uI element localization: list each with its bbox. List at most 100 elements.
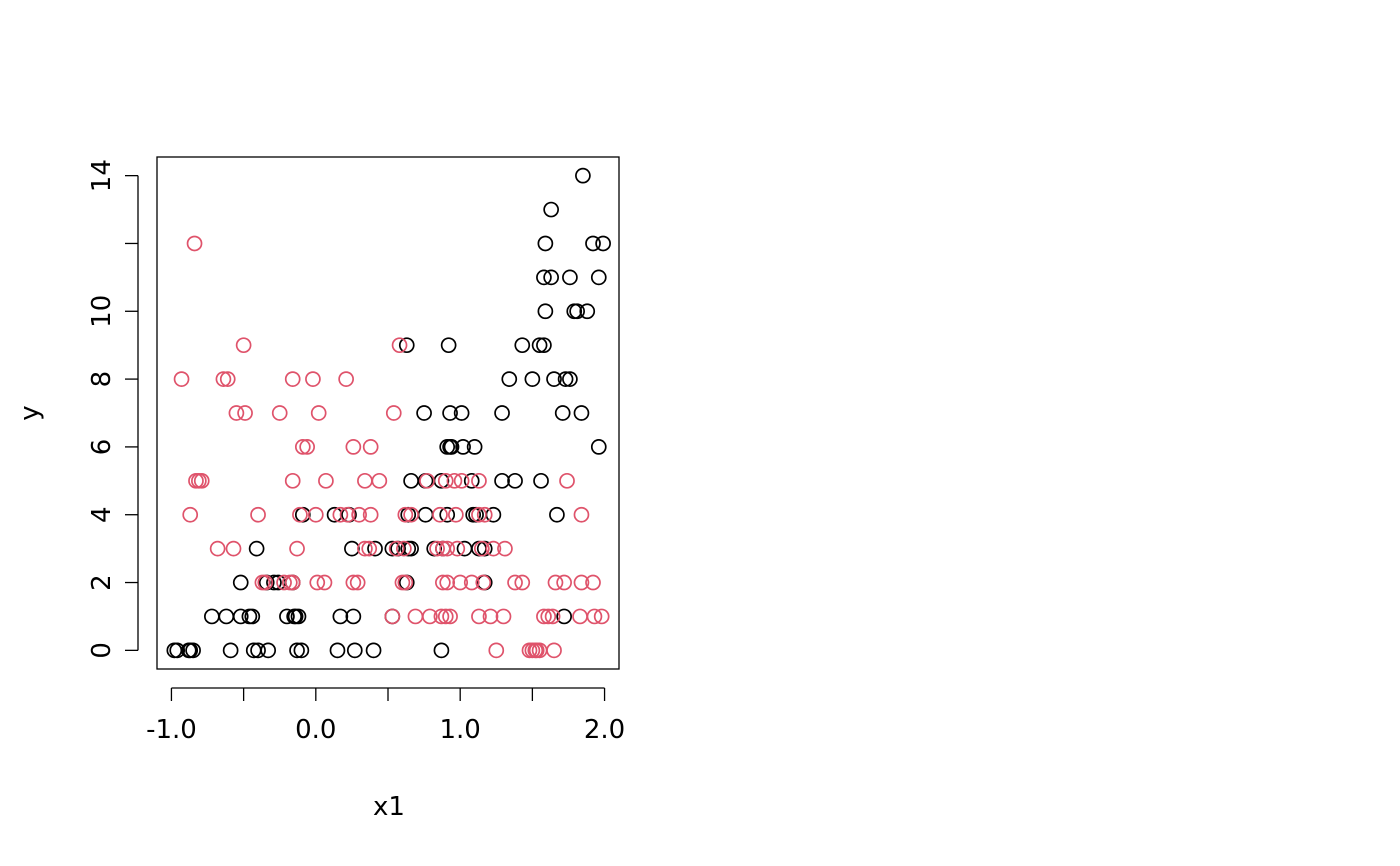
data-point-s0-89 [222, 642, 239, 659]
data-point-s1-49 [357, 540, 373, 557]
data-point-s0-1 [543, 201, 559, 218]
data-point-s0-75 [244, 608, 261, 625]
data-point-s1-38 [362, 506, 379, 523]
data-point-s0-18 [501, 371, 518, 387]
y-tick-label-5: 10 [87, 295, 117, 328]
data-point-s1-89 [482, 608, 499, 625]
x-tick-label-1: 0.0 [295, 715, 336, 745]
data-point-s1-50 [361, 540, 378, 557]
data-point-s1-70 [397, 574, 414, 591]
data-point-s1-52 [396, 540, 412, 557]
data-point-s0-14 [440, 337, 457, 354]
data-point-s0-23 [416, 405, 432, 421]
data-point-s1-7 [305, 371, 321, 387]
data-point-s0-5 [536, 269, 552, 286]
data-point-s1-27 [446, 472, 463, 489]
data-point-s0-72 [218, 608, 235, 625]
data-point-s0-93 [289, 642, 305, 659]
data-point-s1-17 [362, 439, 379, 455]
data-point-s0-33 [466, 439, 483, 455]
data-point-s0-40 [507, 472, 523, 489]
y-axis-label: y [15, 405, 45, 420]
data-point-s1-24 [371, 472, 388, 489]
data-point-s1-42 [448, 506, 464, 523]
data-point-s0-83 [556, 608, 572, 625]
data-point-s0-12 [579, 303, 596, 320]
data-point-s0-15 [514, 337, 531, 354]
data-point-s1-0 [186, 235, 203, 252]
data-point-s1-92 [540, 608, 557, 625]
data-point-s1-71 [435, 574, 451, 591]
data-point-s1-82 [384, 608, 401, 625]
data-point-s0-16 [531, 337, 548, 354]
data-point-s0-64 [232, 574, 249, 591]
data-point-s0-54 [367, 540, 383, 557]
data-point-s1-13 [385, 405, 402, 421]
data-point-s1-56 [449, 540, 466, 557]
data-point-s1-40 [403, 506, 419, 523]
data-point-s0-28 [573, 405, 590, 421]
data-point-s1-78 [547, 574, 564, 591]
y-axis: 0 2 4 6 8 10 14 [87, 159, 139, 659]
data-point-s0-35 [403, 472, 419, 489]
data-point-s1-80 [573, 574, 590, 591]
data-point-s0-11 [569, 303, 585, 320]
data-point-s1-72 [439, 574, 456, 591]
y-tick-label-3: 6 [87, 439, 117, 456]
data-point-s1-12 [310, 405, 327, 421]
data-point-s0-7 [562, 269, 578, 286]
data-point-s1-2 [391, 337, 408, 354]
data-point-s0-38 [463, 472, 480, 489]
data-point-s0-0 [575, 167, 591, 184]
data-point-s0-39 [494, 472, 510, 489]
data-point-s1-74 [463, 574, 480, 591]
data-point-s1-64 [284, 574, 301, 591]
data-point-s0-27 [554, 405, 571, 421]
data-point-s0-91 [250, 642, 266, 659]
data-point-s0-79 [290, 608, 307, 625]
data-point-s1-23 [357, 472, 373, 489]
y-tick-label-1: 2 [87, 574, 117, 591]
data-point-s0-95 [329, 642, 346, 659]
data-point-s1-83 [407, 608, 424, 625]
data-point-s0-24 [442, 405, 458, 421]
data-point-s0-21 [557, 371, 574, 387]
data-point-s1-57 [473, 540, 490, 557]
data-point-s1-53 [429, 540, 445, 557]
data-point-s1-81 [585, 574, 601, 591]
y-tick-label-4: 8 [87, 371, 117, 388]
y-tick-label-0: 0 [87, 642, 117, 659]
data-point-s0-76 [279, 608, 295, 625]
data-point-s1-55 [439, 540, 456, 557]
data-point-s0-17 [536, 337, 552, 354]
data-point-s1-90 [495, 608, 512, 625]
data-point-s1-93 [544, 608, 561, 625]
data-point-s1-14 [294, 439, 311, 455]
data-point-s1-35 [332, 506, 349, 523]
data-point-s1-91 [536, 608, 552, 625]
data-point-s1-43 [471, 506, 487, 523]
data-point-s0-19 [524, 371, 541, 387]
data-point-s0-4 [595, 235, 611, 252]
data-point-s1-95 [586, 608, 603, 625]
data-point-s1-33 [292, 506, 308, 523]
data-point-s0-6 [543, 269, 559, 286]
data-point-s0-98 [433, 642, 450, 659]
data-point-s1-86 [437, 608, 454, 625]
data-point-s1-26 [437, 472, 454, 489]
data-point-s1-10 [237, 405, 253, 421]
data-point-s1-77 [514, 574, 531, 591]
data-point-s0-34 [590, 439, 607, 455]
x-axis-label: x1 [373, 792, 405, 822]
data-point-s1-15 [299, 439, 315, 455]
data-point-s1-48 [289, 540, 305, 557]
data-point-s0-73 [232, 608, 249, 625]
data-point-s0-47 [439, 506, 456, 523]
data-point-s1-36 [339, 506, 356, 523]
data-point-s1-28 [453, 472, 470, 489]
data-point-s0-41 [533, 472, 549, 489]
data-point-s1-85 [433, 608, 450, 625]
data-point-s1-47 [225, 540, 242, 557]
data-point-s1-103 [546, 642, 562, 659]
data-point-s0-80 [332, 608, 349, 625]
